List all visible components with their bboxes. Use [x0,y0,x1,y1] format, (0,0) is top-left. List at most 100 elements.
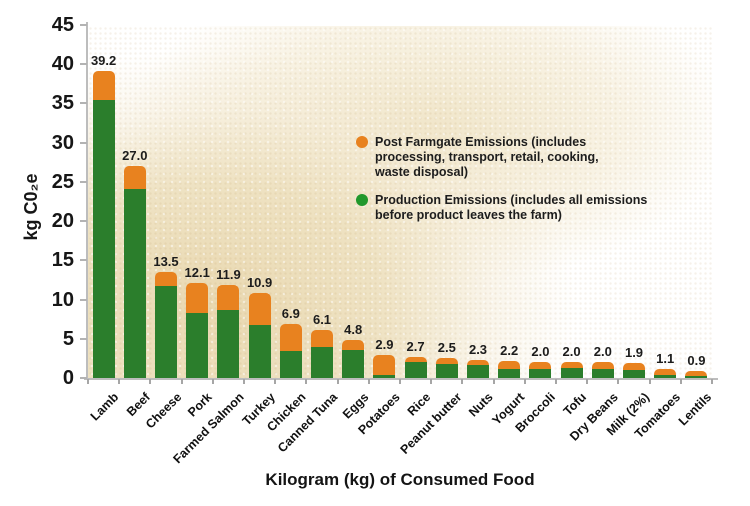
post-farmgate-legend-dot [356,136,368,148]
bar-segment-post-farmgate [435,358,458,364]
bar-segment-production [685,375,708,378]
bar-segment-post-farmgate [591,362,614,369]
bar-segment-post-farmgate [186,283,209,313]
bar-value-label: 4.8 [344,322,363,338]
bar-segment-production [155,286,177,378]
legend-label-line: Production Emissions (includes all emiss… [375,193,648,207]
x-axis-label-lamb: Lamb [88,390,122,424]
bar-segment-post-farmgate [654,369,677,375]
bar-value-label: 2.3 [468,341,488,357]
bar-segment-production [498,368,521,378]
x-axis-tick [648,379,651,384]
bar-segment-post-farmgate [373,355,396,375]
bar-segment-post-farmgate [467,359,489,366]
y-axis-tick [80,377,87,379]
x-axis-tick [87,379,89,384]
bar-segment-post-farmgate [92,70,115,101]
bar-segment-production [435,363,458,378]
bar-group-milk-2: 1.9 [623,25,645,378]
bar-value-label: 2.2 [500,342,519,358]
bar-segment-post-farmgate [123,166,146,189]
bar-value-label: 27.0 [122,148,148,164]
bar-segment-post-farmgate [498,360,521,369]
bar-segment-post-farmgate [685,370,708,376]
bar-group-tofu: 2.0 [560,25,583,378]
bar-value-label: 2.9 [375,337,394,353]
x-axis-tick [523,379,526,384]
y-axis-tick-label: 20 [51,210,74,233]
bar-segment-production [123,188,146,378]
bar-segment-production [248,324,271,378]
x-axis-tick [211,379,214,384]
bar-group-turkey: 10.9 [246,25,273,378]
x-axis-tick [617,379,620,384]
bar-value-label: 6.1 [312,312,332,328]
x-axis-label-lentils: Lentils [675,390,715,429]
bar-segment-post-farmgate [560,362,583,368]
bar-value-label: 2.0 [531,344,550,360]
bar-value-label: 12.1 [184,265,210,281]
bar-group-canned-tuna: 6.1 [311,25,333,378]
x-axis-title: Kilogram (kg) of Consumed Food [265,470,535,489]
y-axis-tick [80,220,87,223]
bar-group-peanut-butter: 2.5 [435,25,458,378]
bar-segment-post-farmgate [311,330,333,348]
bar-group-farmed-salmon: 11.9 [216,25,241,378]
bar-value-label: 2.7 [406,338,425,354]
bar-segment-production [404,361,427,378]
x-axis-tick [274,379,277,384]
y-axis-tick [80,24,87,26]
y-axis-tick [80,180,87,183]
production-legend-dot [356,194,368,206]
y-axis-tick-label: 45 [51,14,74,36]
bar-group-potatoes: 2.9 [373,25,396,378]
legend-label-line: before product leaves the farm) [375,208,562,222]
y-axis-tick [80,63,87,66]
bar-segment-post-farmgate [248,292,271,325]
bar-segment-post-farmgate [404,356,427,362]
x-axis-tick [586,379,589,384]
bar-segment-production [591,368,614,378]
bar-segment-production [623,370,645,378]
y-axis-tick-label: 5 [62,327,74,350]
bar-group-dry-beans: 2.0 [591,25,614,378]
legend-label-production: Production Emissions (includes all emiss… [375,193,647,223]
bar-group-yogurt: 2.2 [498,25,521,378]
bar-group-beef: 27.0 [122,25,148,378]
bar-segment-production [373,374,396,378]
x-axis-tick [399,379,401,384]
bar-segment-post-farmgate [342,340,365,350]
y-axis-tick [80,298,87,301]
bar-group-chicken: 6.9 [279,25,302,378]
y-axis-tick-label: 40 [51,53,74,76]
bar-value-label: 2.5 [437,340,456,356]
bar-group-nuts: 2.3 [467,25,489,378]
bar-segment-post-farmgate [623,363,645,371]
bar-group-broccoli: 2.0 [529,25,552,378]
x-axis-tick [555,379,557,384]
bar-group-tomatoes: 1.1 [654,25,677,378]
bar-value-label: 13.5 [153,254,179,270]
x-axis-tick [149,379,152,384]
bar-segment-production [217,309,240,378]
y-axis-tick-label: 35 [51,92,74,115]
bar-group-lentils: 0.9 [685,25,708,378]
bar-group-pork: 12.1 [184,25,210,378]
y-axis-tick-label: 30 [51,131,74,154]
bar-group-cheese: 13.5 [153,25,179,378]
bar-segment-production [342,349,365,378]
legend-label-post-farmgate: Post Farmgate Emissions (includes process… [375,135,599,180]
y-axis-tick [80,337,87,340]
bar-segment-post-farmgate [279,323,302,351]
x-axis-tick [336,379,339,384]
bar-segment-production [311,347,333,378]
bar-value-label: 2.0 [562,344,581,360]
bar-value-label: 2.0 [593,344,612,360]
bar-value-label: 10.9 [246,274,273,290]
bar-segment-post-farmgate [529,362,552,369]
bar-segment-production [279,350,302,378]
bar-segment-post-farmgate [155,272,177,287]
